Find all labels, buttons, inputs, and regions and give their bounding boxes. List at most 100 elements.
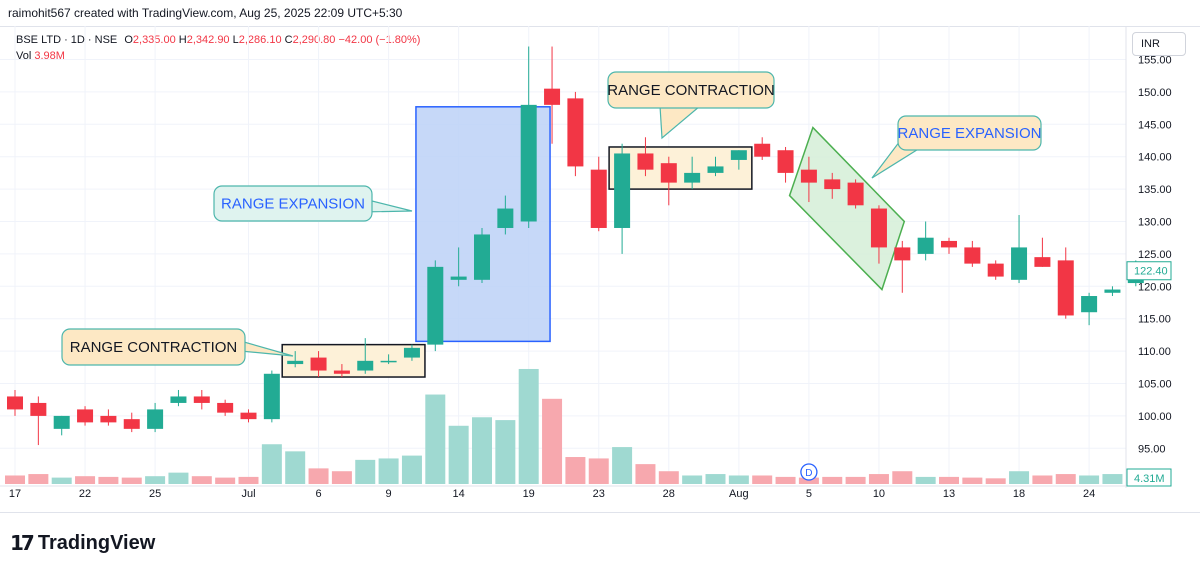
last-price-label: 122.40 [1134,266,1168,278]
last-volume-tag: 4.31M [1126,468,1172,487]
high-value: 2,342.90 [186,34,230,46]
candle-body [403,347,420,358]
price-tick-label: 105.00 [1138,379,1172,391]
candle-body [263,373,280,420]
time-tick-label: 19 [523,488,535,500]
candle-body [917,237,934,254]
price-tick-label: 155.00 [1138,55,1172,67]
volume-bar [261,444,282,484]
price-tick-label: 150.00 [1138,87,1172,99]
volume-bar [5,475,25,484]
close-value: 2,290.80 [292,34,336,46]
volume-bar [331,471,352,484]
volume-bar [565,457,586,484]
volume-bars [5,368,1146,484]
candlestick-chart[interactable]: RANGE CONTRACTION RANGE EXPANSION RANGE CO… [0,26,1200,512]
price-tick-label: 120.00 [1138,281,1172,293]
contraction-box [281,343,426,378]
volume-bar [542,398,563,484]
candle-body [193,396,210,403]
candle-body [123,419,140,429]
candle-body [520,104,537,222]
candle-body [380,360,397,363]
callout-tail [229,337,294,357]
time-tick-label: Jul [241,488,255,500]
time-tick-label: 22 [79,488,91,500]
callout-box [61,328,246,366]
dividend-circle [800,463,818,481]
last-price-tag: 122.40 [1126,261,1172,281]
candle-body [847,182,864,206]
time-tick-label: 13 [943,488,955,500]
candle-body [964,247,981,264]
candle-body [357,360,374,371]
volume-bar [51,477,72,484]
chart-credit-bar: raimohit567 created with TradingView.com… [0,0,1200,27]
price-tick-label: 110.00 [1138,346,1171,358]
volume-bar [635,464,656,484]
credit-text: raimohit567 created with TradingView.com… [8,6,403,20]
price-tick-label: 115.00 [1138,314,1171,326]
candles [7,46,1144,446]
candle-body [1081,296,1098,313]
volume-bar [985,478,1006,484]
volume-bar [845,476,866,484]
volume-bar [1079,475,1100,484]
candle-body [1011,247,1028,280]
callout-text: RANGE CONTRACTION [607,82,775,99]
candle-body [941,240,957,248]
volume-bar [775,476,796,484]
ohlc-row: BSE LTD · 1D · NSE O2,335.00 H2,342.90 L… [16,32,420,48]
candle-body [217,402,234,413]
volume-bar [121,477,142,484]
volume-bar [1102,474,1123,484]
volume-bar [238,476,259,484]
volume-bar [215,477,236,484]
grid-lines [0,26,1126,484]
candle-body [1104,289,1121,293]
candle-body [824,179,841,190]
currency-button[interactable]: INR [1132,32,1186,56]
last-volume-label: 4.31M [1134,473,1165,485]
low-value: 2,286.10 [238,34,282,46]
candle-body [614,153,631,228]
dividend-marker: D [800,463,818,481]
high-label: H [178,34,187,46]
volume-bar [705,474,726,484]
volume-bar [728,475,749,484]
price-tick-label: 95.00 [1138,443,1166,455]
volume-bar [145,476,166,484]
last-price-box [1126,261,1172,281]
candle-body [707,166,724,173]
time-tick-label: 24 [1083,488,1095,500]
candle-body [1057,260,1074,316]
price-tick-label: 140.00 [1138,152,1172,164]
volume-bar [682,475,703,484]
time-tick-label: 28 [663,488,675,500]
volume-bar [472,417,492,484]
callout-tail [659,105,701,140]
volume-bar [939,476,959,484]
candle-body [800,169,817,183]
close-label: C [284,34,293,46]
candle-body [987,263,1004,277]
candle-body [870,208,887,248]
candle-body [754,143,771,157]
tradingview-brand[interactable]: 17 TradingView [10,531,155,555]
open-value: 2,335.00 [132,34,176,46]
candle-body [894,247,911,261]
candle-body [450,276,467,280]
candle-body [1034,257,1051,267]
callout-range-expansion-1: RANGE EXPANSION [213,185,413,222]
volume-bar [448,425,469,484]
volume-bar [588,458,609,484]
volume-bar [28,474,49,484]
volume-bar [355,459,376,484]
volume-bar [518,368,539,484]
symbol-name[interactable]: BSE LTD · 1D · NSE [16,34,118,46]
time-axis: 17 22 25 Jul 6 9 14 19 23 28 Aug 5 10 13 18 24 [0,485,1126,500]
candle-body [53,415,70,429]
last-volume-box [1126,468,1172,487]
contraction-box [608,146,753,190]
volume-bar [1055,474,1076,484]
